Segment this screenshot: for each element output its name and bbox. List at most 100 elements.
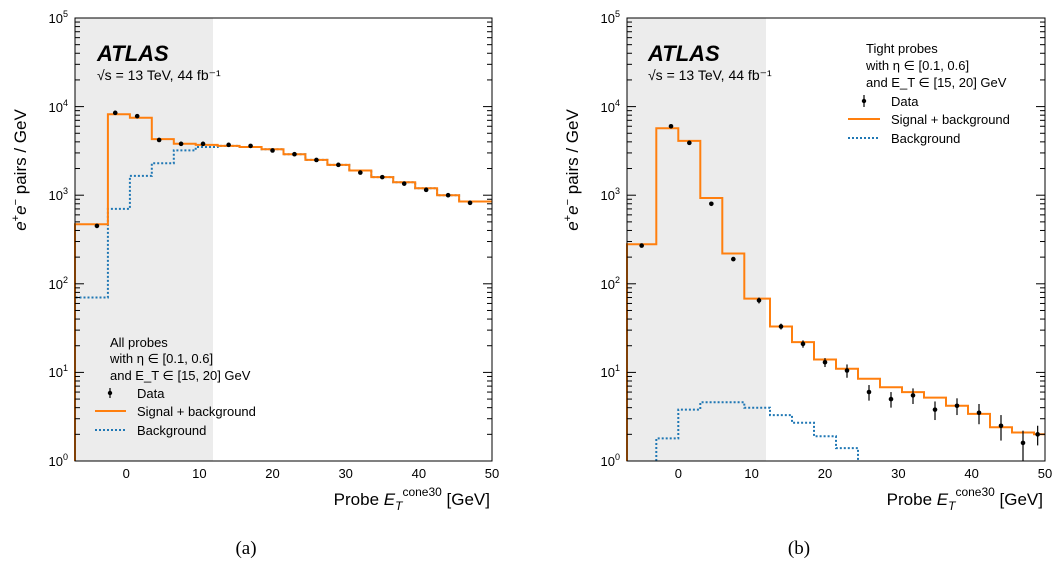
panel-b-data-point — [687, 140, 692, 146]
panel-b-data-point — [639, 243, 644, 248]
panel-a-data-point — [467, 200, 473, 206]
panel-a-legend-signal-label: Signal + background — [137, 404, 256, 419]
panel-a-plot-area — [74, 110, 492, 461]
panel-a-y-tick-1e5: 105 — [49, 9, 68, 26]
panel-a-y-tick-1e4: 104 — [49, 98, 68, 115]
panel-b-energy-label: √s = 13 TeV, 44 fb⁻¹ — [648, 67, 772, 83]
panel-a-x-tick-label: 40 — [412, 466, 426, 481]
panel-a-data-point — [178, 141, 184, 147]
panel-a-frame — [74, 17, 493, 462]
panel-b-data-point — [954, 403, 960, 409]
panel-b-signal-background-step — [626, 127, 1045, 461]
panel-a-x-tick-label: 10 — [192, 466, 206, 481]
panel-b-y-tick-1e0: 100 — [601, 452, 620, 469]
panel-a-xlabel: Probe ETcone30 [GeV] — [334, 485, 490, 513]
panel-b-legend-title-1: Tight probes — [866, 41, 938, 56]
panel-a-energy-label: √s = 13 TeV, 44 fb⁻¹ — [97, 67, 221, 83]
panel-b-legend-data-marker — [861, 98, 867, 104]
panel-b-x-tick-label: 20 — [818, 466, 832, 481]
panel-b-ticks: 0 10 20 30 40 50 — [627, 21, 1052, 481]
panel-a-y-tick-1e0: 100 — [49, 452, 68, 469]
panel-a-data-point — [358, 170, 363, 175]
panel-a-data-point — [248, 143, 253, 149]
panel-a-ticks: 0 10 20 30 40 50 — [75, 21, 499, 481]
panel-a-shaded-region — [75, 18, 213, 461]
panel-b: 0 10 20 30 40 50 100 101 102 103 104 105 e+e−… — [562, 9, 1052, 559]
panel-a-data-point — [445, 192, 451, 198]
panel-b-x-tick-label: 40 — [964, 466, 978, 481]
panel-a-ylabel: e+e− pairs / GeV — [10, 109, 30, 231]
panel-b-data-point — [866, 389, 872, 395]
panel-b-caption: (b) — [788, 538, 810, 559]
panel-b-frame — [626, 17, 1046, 462]
panel-b-y-tick-1e2: 102 — [601, 275, 620, 292]
panel-a: 0 10 20 30 40 50 100 101 102 103 104 105 e+e−… — [10, 9, 499, 559]
panel-b-x-tick-label: 30 — [891, 466, 905, 481]
panel-b-data-point — [709, 201, 714, 207]
panel-b-y-tick-1e4: 104 — [601, 98, 620, 115]
panel-b-ylabel: e+e− pairs / GeV — [562, 109, 582, 231]
panel-b-data-point — [976, 410, 982, 416]
panel-b-data-point — [1020, 440, 1026, 446]
panel-a-signal-background-step — [74, 113, 492, 461]
panel-a-data-point — [401, 181, 407, 186]
panel-b-data-point — [1035, 432, 1040, 437]
panel-a-data-point — [134, 113, 140, 119]
panel-a-x-tick-label: 50 — [485, 466, 499, 481]
panel-a-caption: (a) — [235, 538, 256, 559]
panel-a-data-point — [423, 187, 429, 193]
panel-a-data-point — [379, 174, 385, 180]
panel-a-atlas-label: ATLAS — [96, 41, 169, 66]
panel-a-x-tick-label: 20 — [265, 466, 279, 481]
panel-b-x-tick-label: 50 — [1038, 466, 1052, 481]
panel-b-xlabel: Probe ETcone30 [GeV] — [887, 485, 1043, 513]
panel-a-legend-title-3: and E_T ∈ [15, 20] GeV — [110, 368, 251, 383]
panel-b-data-point — [668, 123, 674, 129]
panel-b-data-point — [756, 298, 762, 303]
panel-b-data-point — [998, 423, 1004, 429]
panel-b-y-tick-1e1: 101 — [601, 363, 620, 380]
panel-a-data-point — [112, 110, 118, 116]
panel-b-data-point — [932, 407, 938, 412]
panel-b-legend-data-label: Data — [891, 94, 919, 109]
panel-a-legend-background-label: Background — [137, 423, 206, 438]
panel-b-legend: Tight probes with η ∈ [0.1, 0.6] and E_T… — [848, 41, 1010, 146]
panel-a-y-tick-1e1: 101 — [49, 363, 68, 380]
panel-b-legend-background-label: Background — [891, 131, 960, 146]
panel-a-data-point — [314, 157, 319, 163]
panel-a-y-tick-1e3: 103 — [49, 186, 68, 203]
panel-a-legend-title-2: with η ∈ [0.1, 0.6] — [109, 351, 213, 366]
panel-b-plot-area — [626, 123, 1045, 461]
panel-a-x-tick-label: 30 — [338, 466, 352, 481]
panel-b-data-point — [844, 368, 850, 373]
panel-b-data-point — [910, 393, 916, 398]
panel-a-legend-data-label: Data — [137, 386, 165, 401]
panel-b-y-tick-1e3: 103 — [601, 186, 620, 203]
panel-b-atlas-label: ATLAS — [647, 41, 720, 66]
panel-a-data-point — [336, 162, 341, 168]
panel-a-data-point — [292, 151, 297, 157]
panel-b-y-tick-1e5: 105 — [601, 9, 620, 26]
panel-a-x-tick-label: 0 — [123, 466, 130, 481]
panel-b-legend-title-2: with η ∈ [0.1, 0.6] — [865, 58, 969, 73]
panel-a-legend-title-1: All probes — [110, 335, 168, 350]
panel-b-shaded-region — [627, 18, 766, 461]
panel-b-data-point — [888, 396, 894, 402]
panel-b-data-point — [822, 360, 828, 365]
panel-a-data-point — [200, 141, 206, 147]
panel-a-legend-data-marker — [107, 390, 113, 396]
panel-b-background-step — [655, 401, 859, 461]
panel-a-data-point — [226, 142, 231, 148]
panel-a-data-point — [94, 223, 100, 229]
panel-b-x-tick-label: 0 — [675, 466, 682, 481]
panel-b-legend-signal-label: Signal + background — [891, 112, 1010, 127]
panel-a-y-tick-1e2: 102 — [49, 275, 68, 292]
panel-b-data-point — [731, 256, 736, 262]
panel-b-data-point — [800, 341, 806, 347]
panel-a-legend: All probes with η ∈ [0.1, 0.6] and E_T ∈… — [95, 335, 256, 438]
panel-b-x-tick-label: 10 — [744, 466, 758, 481]
panel-b-legend-title-3: and E_T ∈ [15, 20] GeV — [866, 75, 1007, 90]
panel-a-data-point — [270, 148, 275, 153]
panel-b-data-point — [778, 324, 784, 329]
